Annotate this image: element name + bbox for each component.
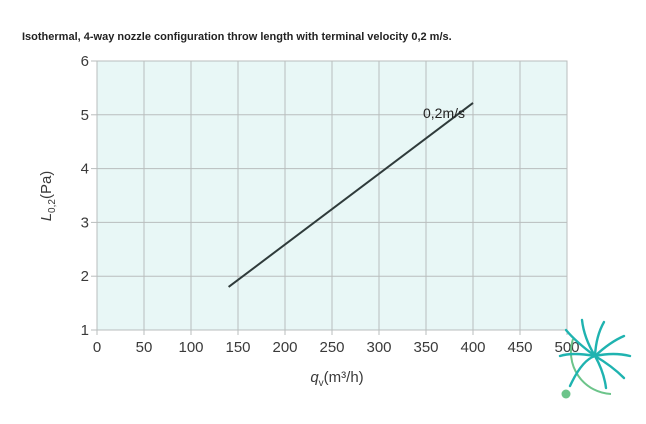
y-tick-label: 6 <box>81 53 89 70</box>
x-tick-label: 200 <box>272 339 297 356</box>
y-axis: 1 2 3 4 5 6 <box>81 53 97 339</box>
x-axis-label: qv(m³/h) <box>310 369 363 389</box>
x-axis-label-main: q <box>310 369 319 386</box>
x-tick-label: 100 <box>178 339 203 356</box>
y-axis-label-main: L <box>38 213 55 221</box>
y-tick-label: 4 <box>81 161 89 178</box>
y-tick-label: 3 <box>81 214 89 231</box>
y-axis-label-rest: (Pa) <box>38 171 55 199</box>
y-axis-label: L0,2(Pa) <box>38 171 58 222</box>
chart-title: Isothermal, 4-way nozzle configuration t… <box>22 31 452 43</box>
x-tick-label: 250 <box>319 339 344 356</box>
x-tick-label: 50 <box>136 339 153 356</box>
x-axis-label-rest: (m³/h) <box>324 369 364 386</box>
y-tick-label: 5 <box>81 107 89 124</box>
series-label: 0,2m/s <box>423 105 465 121</box>
y-tick-label: 2 <box>81 268 89 285</box>
x-tick-label: 350 <box>413 339 438 356</box>
x-axis-label-sub: v <box>319 378 324 389</box>
x-tick-label: 400 <box>460 339 485 356</box>
x-tick-label: 450 <box>507 339 532 356</box>
x-tick-label: 0 <box>93 339 101 356</box>
brand-logo-icon <box>558 318 632 399</box>
x-tick-label: 150 <box>225 339 250 356</box>
y-axis-label-sub: 0,2 <box>47 199 58 213</box>
x-tick-label: 300 <box>366 339 391 356</box>
series-line <box>227 102 474 288</box>
y-tick-label: 1 <box>81 322 89 339</box>
x-tick-label: 500 <box>554 339 579 356</box>
x-axis: 0 50 100 150 200 250 300 350 400 450 500 <box>93 330 580 356</box>
series-group: 0,2m/s <box>227 102 474 288</box>
